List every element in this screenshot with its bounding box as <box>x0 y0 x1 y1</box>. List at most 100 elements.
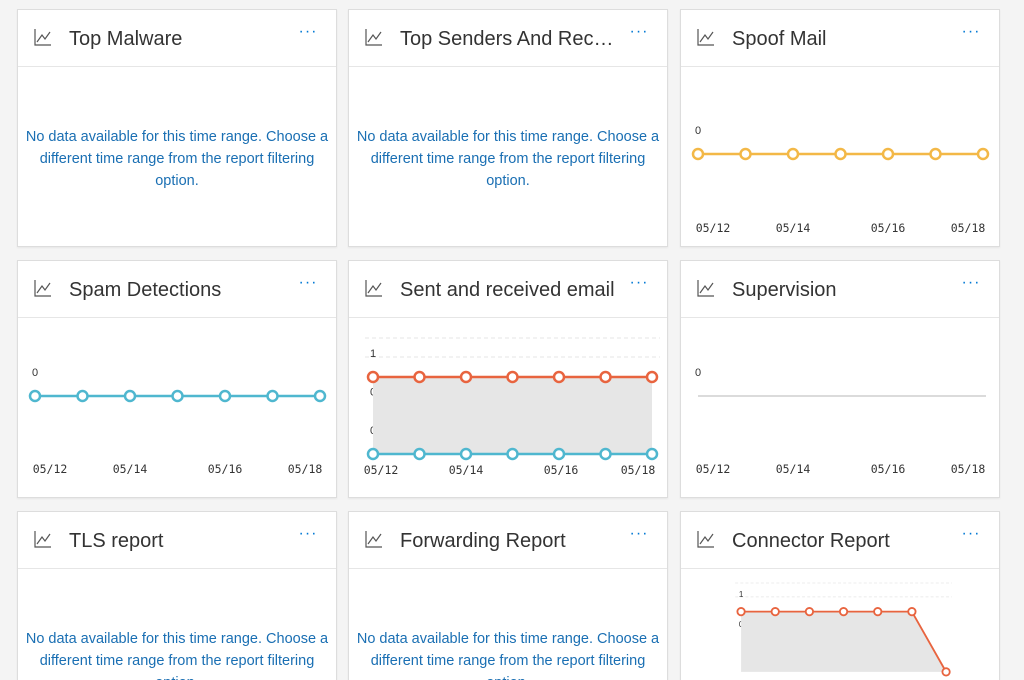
more-options-button[interactable]: ··· <box>629 274 649 291</box>
y-tick-label: 0 <box>32 367 38 379</box>
data-point <box>76 389 89 403</box>
x-tick-label: 05/14 <box>113 462 148 476</box>
spoof-mail-chart: 0 05/12 05/14 05/16 05/18 <box>691 125 990 235</box>
data-point <box>552 370 566 384</box>
area-fill <box>373 377 652 454</box>
line-chart-icon <box>697 280 714 297</box>
more-options-button[interactable]: ··· <box>629 525 649 542</box>
card-connector-report: Connector Report ··· 10.5 <box>680 511 1000 680</box>
x-tick-label: 05/16 <box>208 462 243 476</box>
data-point <box>645 447 659 461</box>
x-tick-label: 05/16 <box>544 463 579 477</box>
data-point <box>736 607 746 617</box>
card-title: Sent and received email <box>400 279 615 301</box>
line-chart-icon <box>365 531 382 548</box>
card-header: Connector Report ··· <box>681 512 999 569</box>
card-header: Spam Detections ··· <box>18 261 336 318</box>
line-chart-icon <box>34 531 51 548</box>
card-title: Forwarding Report <box>400 530 566 552</box>
data-point <box>599 447 612 461</box>
y-tick-label: 0 <box>695 367 701 379</box>
card-title: Spam Detections <box>69 279 222 301</box>
x-tick-label: 05/14 <box>776 221 811 235</box>
supervision-chart: 0 05/12 05/14 05/16 05/18 <box>695 367 986 476</box>
data-point <box>459 370 473 384</box>
y-tick-label: 1 <box>370 348 376 360</box>
data-point <box>506 370 519 384</box>
data-point <box>366 447 380 461</box>
data-point <box>838 607 849 617</box>
card-header: TLS report ··· <box>18 512 336 569</box>
card-header: Top Malware ··· <box>18 10 336 67</box>
card-title: Connector Report <box>732 530 890 552</box>
y-tick-label: 1 <box>739 590 744 599</box>
x-tick-label: 05/14 <box>449 463 484 477</box>
data-point <box>552 447 566 461</box>
more-options-button[interactable]: ··· <box>961 525 981 542</box>
data-point <box>218 389 232 403</box>
card-top-senders-recipients: Top Senders And Recipie... ··· No data a… <box>348 9 668 247</box>
x-tick-label: 05/18 <box>621 463 656 477</box>
x-tick-label: 05/14 <box>776 462 811 476</box>
data-point <box>770 607 780 617</box>
no-data-message: No data available for this time range. C… <box>25 631 329 680</box>
card-spam-detections: Spam Detections ··· 0 05/12 05/14 05/16 05/1… <box>17 260 337 498</box>
data-point <box>834 147 847 161</box>
x-tick-label: 05/12 <box>696 462 731 476</box>
data-point <box>873 607 883 617</box>
area-fill <box>741 611 947 672</box>
data-point <box>907 607 917 617</box>
line-chart-icon <box>697 29 714 46</box>
data-point <box>413 370 426 384</box>
data-point <box>804 607 814 617</box>
more-options-button[interactable]: ··· <box>298 525 318 542</box>
card-title: Top Senders And Recipie... <box>400 28 617 50</box>
data-point <box>976 147 990 161</box>
card-title: Supervision <box>732 279 837 301</box>
x-tick-label: 05/16 <box>871 462 906 476</box>
card-title: TLS report <box>69 530 164 552</box>
more-options-button[interactable]: ··· <box>629 23 649 40</box>
more-options-button[interactable]: ··· <box>298 23 318 40</box>
data-point <box>313 389 327 403</box>
data-point <box>28 389 42 403</box>
data-point <box>123 389 137 403</box>
card-spoof-mail: Spoof Mail ··· 0 05/12 05/14 05/16 05/18 <box>680 9 1000 247</box>
data-point <box>645 370 659 384</box>
data-point <box>266 389 279 403</box>
card-header: Spoof Mail ··· <box>681 10 999 67</box>
card-title: Spoof Mail <box>732 28 827 50</box>
card-supervision: Supervision ··· 0 05/12 05/14 05/16 05/18 <box>680 260 1000 498</box>
data-point <box>599 370 612 384</box>
card-forwarding-report: Forwarding Report ··· No data available … <box>348 511 668 680</box>
data-point <box>691 147 705 161</box>
x-tick-label: 05/12 <box>696 221 731 235</box>
data-point <box>881 147 895 161</box>
x-tick-label: 05/12 <box>33 462 68 476</box>
more-options-button[interactable]: ··· <box>298 274 318 291</box>
card-header: Forwarding Report ··· <box>349 512 667 569</box>
x-tick-label: 05/18 <box>951 221 986 235</box>
card-header: Sent and received email ··· <box>349 261 667 318</box>
line-chart-icon <box>365 29 382 46</box>
no-data-message: No data available for this time range. C… <box>25 129 329 189</box>
data-point <box>459 447 473 461</box>
card-title: Top Malware <box>69 28 183 50</box>
data-point <box>366 370 380 384</box>
line-chart-icon <box>365 280 382 297</box>
line-chart-icon <box>697 531 714 548</box>
data-point <box>941 667 951 677</box>
more-options-button[interactable]: ··· <box>961 274 981 291</box>
card-top-malware: Top Malware ··· No data available for th… <box>17 9 337 247</box>
line-chart-icon <box>34 29 51 46</box>
y-tick-label: 0 <box>695 125 701 137</box>
x-tick-label: 05/16 <box>871 221 906 235</box>
card-sent-received-email: Sent and received email ··· 10.5005/1205… <box>348 260 668 498</box>
spam-detections-chart: 0 05/12 05/14 05/16 05/18 <box>28 367 327 476</box>
data-point <box>929 147 942 161</box>
no-data-message: No data available for this time range. C… <box>356 129 660 189</box>
data-point <box>171 389 184 403</box>
x-tick-label: 05/18 <box>951 462 986 476</box>
more-options-button[interactable]: ··· <box>961 23 981 40</box>
